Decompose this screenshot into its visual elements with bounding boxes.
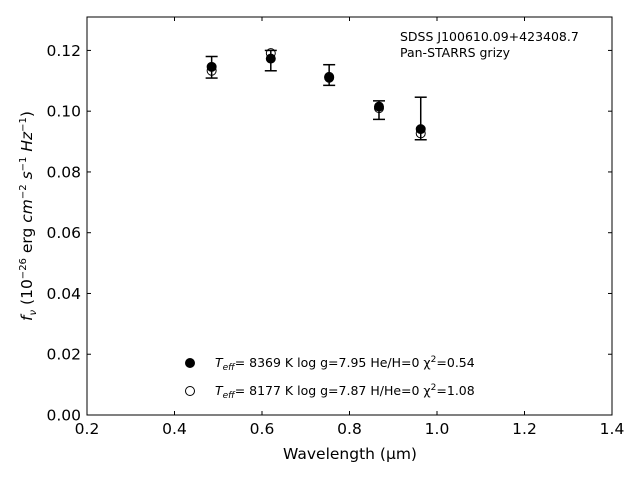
ticks: 0.2 0.4 0.6 0.8 1.0 1.2 1.4 0.00 0.02 0.04 0.06 0.0…: [46, 17, 624, 438]
y-tick-label: 0.12: [46, 42, 81, 60]
legend-label-2: Teff= 8177 K log g=7.87 H/He=0 χ2=1.08: [215, 383, 475, 401]
point-open: [373, 103, 384, 114]
y-tick-label: 0.00: [46, 407, 81, 425]
x-tick-label: 0.6: [250, 420, 275, 438]
annotation-line-1: SDSS J100610.09+423408.7: [400, 29, 579, 44]
point-open: [324, 71, 335, 82]
x-tick-label: 0.2: [75, 420, 100, 438]
x-tick-label: 0.4: [162, 420, 187, 438]
legend-marker-open: [185, 386, 195, 396]
y-axis-label: fν (10−26 erg cm−2 s−1 Hz−1): [18, 111, 39, 321]
y-tick-label: 0.08: [46, 163, 81, 181]
data-points: [206, 48, 426, 139]
legend-label-1: Teff= 8369 K log g=7.95 He/H=0 χ2=0.54: [215, 355, 475, 373]
legend: Teff= 8369 K log g=7.95 He/H=0 χ2=0.54 T…: [185, 355, 475, 401]
point-open: [206, 65, 217, 76]
point-filled: [206, 61, 217, 72]
x-tick-label: 1.2: [512, 420, 537, 438]
x-tick-label: 1.4: [600, 420, 625, 438]
y-tick-label: 0.06: [46, 224, 81, 242]
point-open: [265, 48, 276, 59]
x-tick-label: 0.8: [337, 420, 362, 438]
point-filled: [265, 53, 276, 64]
error-bars: [205, 49, 427, 141]
legend-marker-filled: [185, 358, 195, 368]
y-tick-label: 0.02: [46, 346, 81, 364]
x-tick-label: 1.0: [425, 420, 450, 438]
y-tick-label: 0.04: [46, 285, 81, 303]
point-open: [415, 128, 426, 139]
x-axis-label: Wavelength (μm): [283, 445, 417, 463]
annotation-line-2: Pan-STARRS grizy: [400, 45, 511, 60]
y-tick-label: 0.10: [46, 103, 81, 121]
